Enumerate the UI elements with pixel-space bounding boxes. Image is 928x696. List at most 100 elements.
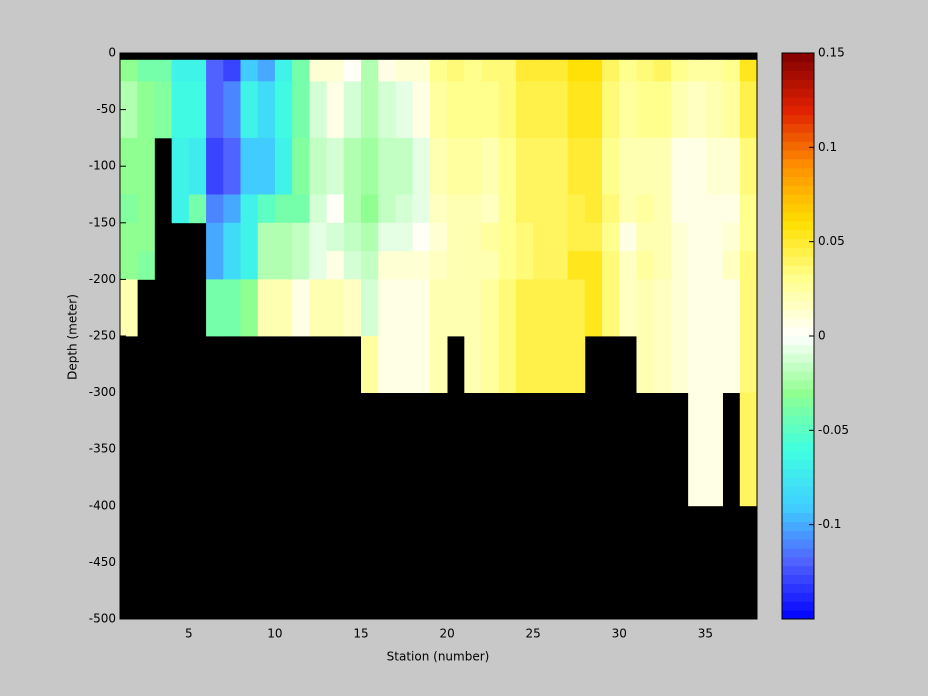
heatmap-cell <box>515 137 534 195</box>
colorbar-swatch <box>782 327 814 337</box>
y-tick-label: -350 <box>89 442 116 456</box>
heatmap-cell <box>498 279 517 337</box>
heatmap-cell <box>533 279 551 337</box>
heatmap-cell <box>206 194 224 224</box>
y-tick-label: 0 <box>108 46 116 60</box>
heatmap-cell <box>515 279 534 337</box>
heatmap-cell <box>188 81 207 139</box>
heatmap-cell <box>412 81 431 139</box>
colorbar-swatch <box>782 318 814 328</box>
heatmap-cell <box>619 81 637 139</box>
heatmap-cell <box>550 137 569 195</box>
heatmap-cell <box>464 251 482 280</box>
heatmap-cell <box>653 222 672 252</box>
heatmap-cell <box>292 251 310 280</box>
x-tick-label: 5 <box>185 627 193 641</box>
y-tick-label: -400 <box>89 498 116 512</box>
heatmap-cell <box>292 194 310 224</box>
heatmap-cell <box>636 81 655 139</box>
y-tick-label: -450 <box>89 555 116 569</box>
colorbar-swatch <box>782 468 814 478</box>
heatmap-cell <box>567 194 586 224</box>
colorbar-swatch <box>782 167 814 178</box>
colorbar-swatch <box>782 282 814 293</box>
heatmap-cell <box>464 194 482 224</box>
heatmap-cell <box>274 279 293 337</box>
heatmap-cell <box>378 251 396 280</box>
x-tick-label: 20 <box>439 627 454 641</box>
heatmap-cell <box>498 336 517 393</box>
heatmap-cell <box>481 194 500 224</box>
heatmap-cell <box>257 81 276 139</box>
heatmap-cell <box>481 279 500 337</box>
heatmap-cell <box>137 194 155 224</box>
heatmap-cell <box>223 222 241 252</box>
heatmap-cell <box>602 137 620 195</box>
colorbar-tick-label: -0.05 <box>818 423 849 437</box>
heatmap-cell <box>120 279 138 337</box>
heatmap-cell <box>395 194 414 224</box>
heatmap-cell <box>481 251 500 280</box>
colorbar-swatch <box>782 397 814 408</box>
heatmap-cell <box>602 81 620 139</box>
heatmap-cell <box>361 336 379 393</box>
heatmap-cell <box>412 194 431 224</box>
heatmap-cell <box>705 392 723 507</box>
colorbar-swatch <box>782 53 814 63</box>
heatmap-cell <box>429 137 448 195</box>
colorbar-swatch <box>782 61 814 71</box>
heatmap-cell <box>515 222 534 252</box>
heatmap-cell <box>688 392 706 507</box>
colorbar-tick-label: 0 <box>818 329 826 343</box>
heatmap-cell <box>395 251 414 280</box>
heatmap-cell <box>326 222 345 252</box>
heatmap-cell <box>533 251 551 280</box>
heatmap-cell <box>412 59 431 82</box>
heatmap-cell <box>343 251 362 280</box>
colorbar-swatch <box>782 336 814 346</box>
heatmap-cell <box>498 222 517 252</box>
heatmap-cell <box>636 251 655 280</box>
heatmap-cell <box>584 194 603 224</box>
heatmap-cell <box>739 251 758 280</box>
heatmap-cell <box>567 336 586 393</box>
heatmap-cell <box>688 59 706 82</box>
colorbar-swatch <box>782 521 814 531</box>
colorbar-swatch <box>782 406 814 416</box>
colorbar-swatch <box>782 194 814 204</box>
heatmap-cell <box>361 137 379 195</box>
colorbar-swatch <box>782 70 814 80</box>
heatmap-cell <box>412 279 431 337</box>
colorbar-swatch <box>782 185 814 195</box>
heatmap-cell <box>670 59 689 82</box>
heatmap-cell <box>481 336 500 393</box>
colorbar-swatch <box>782 229 814 240</box>
heatmap-cell <box>739 336 758 393</box>
heatmap-cell <box>636 137 655 195</box>
heatmap-cell <box>206 251 224 280</box>
heatmap-cell <box>120 81 138 139</box>
heatmap-cell <box>739 59 758 82</box>
heatmap-cell <box>636 194 655 224</box>
heatmap-cell <box>274 81 293 139</box>
heatmap-cell <box>584 222 603 252</box>
colorbar-swatch <box>782 309 814 319</box>
heatmap-cell <box>498 194 517 224</box>
heatmap-cell <box>309 59 327 82</box>
x-tick-label: 35 <box>698 627 713 641</box>
heatmap-cell <box>309 222 327 252</box>
colorbar-swatch <box>782 353 814 363</box>
heatmap-cell <box>395 336 414 393</box>
heatmap-cell <box>395 81 414 139</box>
heatmap-cell <box>550 251 569 280</box>
heatmap-cell <box>498 59 517 82</box>
heatmap-cell <box>619 194 637 224</box>
heatmap-cell <box>326 194 345 224</box>
heatmap-cell <box>705 251 723 280</box>
heatmap-cell <box>257 194 276 224</box>
heatmap-cell <box>188 137 207 195</box>
colorbar-swatch <box>782 256 814 266</box>
heatmap-cell <box>137 251 155 280</box>
heatmap-cell <box>550 336 569 393</box>
heatmap-cell <box>137 222 155 252</box>
